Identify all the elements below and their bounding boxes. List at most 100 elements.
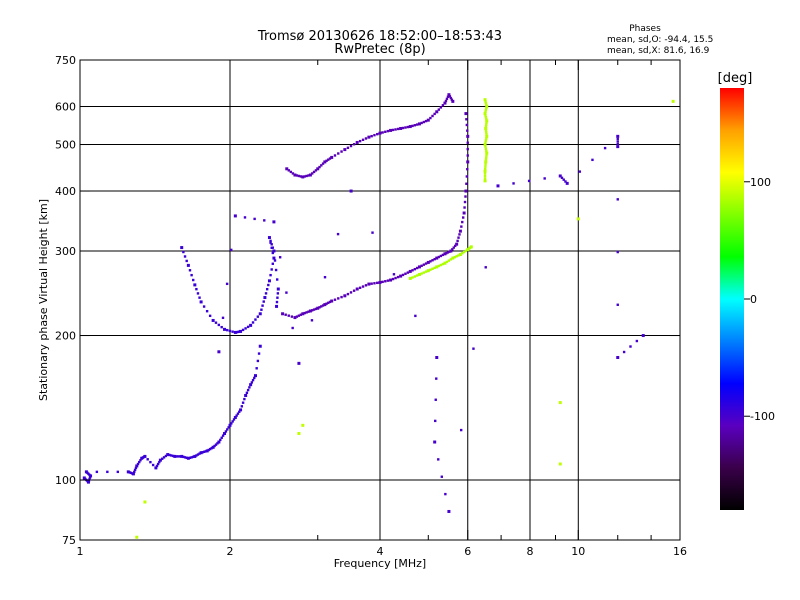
data-point (439, 106, 443, 109)
data-point (223, 432, 227, 436)
data-point (424, 119, 428, 123)
data-point (196, 292, 200, 295)
data-point (453, 255, 456, 259)
data-point (182, 250, 185, 254)
data-point (483, 143, 487, 147)
data-point (465, 123, 469, 127)
data-point (451, 256, 455, 260)
data-point (391, 277, 395, 281)
data-point (389, 278, 393, 282)
data-point (461, 252, 464, 255)
data-point (327, 158, 330, 161)
data-point (133, 470, 136, 474)
data-point (429, 260, 432, 263)
data-point (333, 298, 337, 301)
data-point (130, 472, 134, 475)
data-point (228, 329, 232, 333)
data-point (199, 300, 203, 304)
data-point (106, 470, 109, 474)
data-point (484, 100, 487, 103)
data-point (231, 420, 234, 423)
data-point (371, 231, 374, 234)
data-point (285, 167, 289, 171)
data-point (343, 148, 347, 152)
data-point (156, 462, 160, 466)
data-point (616, 145, 620, 149)
data-point (444, 492, 447, 496)
data-point (244, 327, 247, 330)
data-point (238, 410, 241, 413)
data-point (142, 455, 146, 459)
data-point (558, 462, 562, 466)
data-point (641, 334, 645, 338)
data-point (271, 251, 275, 255)
data-point (323, 303, 327, 307)
data-point (249, 383, 253, 387)
data-point (466, 147, 469, 151)
data-point (451, 248, 454, 251)
data-point (126, 470, 130, 474)
data-point (483, 179, 487, 183)
data-point (249, 323, 253, 327)
data-point (195, 454, 198, 457)
data-point (485, 151, 489, 155)
data-point (135, 464, 139, 468)
data-point (443, 252, 447, 256)
data-point (464, 112, 468, 116)
data-point (496, 184, 500, 188)
data-point (136, 462, 140, 466)
data-point (134, 466, 138, 470)
data-point (578, 170, 582, 173)
data-point (424, 262, 428, 265)
data-point (177, 455, 180, 458)
data-point (276, 292, 280, 295)
data-point (396, 127, 400, 131)
data-point (346, 146, 350, 150)
data-point (422, 271, 426, 274)
data-point (321, 162, 325, 165)
data-point (484, 266, 487, 269)
data-point (616, 198, 619, 201)
data-point (219, 438, 222, 442)
data-point (484, 147, 488, 150)
data-point (305, 174, 308, 178)
data-point (376, 132, 379, 136)
data-point (349, 291, 353, 294)
data-point (253, 217, 256, 221)
data-point (466, 141, 469, 144)
data-point (244, 394, 248, 398)
data-point (447, 259, 451, 262)
data-point (616, 140, 619, 143)
data-point (290, 315, 294, 318)
x-tick-label: 6 (464, 545, 471, 558)
data-point (236, 330, 240, 334)
data-point (512, 182, 515, 185)
data-point (243, 397, 246, 401)
x-tick-label: 10 (571, 545, 585, 558)
data-point (211, 318, 215, 322)
data-point (287, 169, 291, 172)
data-point (299, 175, 303, 178)
data-point (458, 253, 462, 257)
y-axis-label: Stationary phase Virtual Height [km] (37, 199, 50, 401)
data-point (301, 312, 305, 316)
data-point (446, 95, 450, 98)
data-point (484, 167, 487, 171)
data-point (293, 316, 297, 320)
y-tick-label: 300 (55, 245, 76, 258)
data-point (173, 454, 177, 458)
data-point (466, 154, 469, 157)
data-point (301, 175, 305, 179)
data-point (278, 256, 282, 259)
data-point (183, 255, 187, 258)
data-point (386, 279, 390, 282)
data-point (271, 246, 275, 249)
data-point (449, 249, 453, 253)
data-point (255, 367, 258, 370)
data-point (431, 114, 434, 118)
data-point (297, 432, 301, 436)
data-point (314, 307, 318, 311)
data-point (352, 289, 356, 292)
data-point (562, 178, 565, 181)
data-point (250, 381, 254, 384)
